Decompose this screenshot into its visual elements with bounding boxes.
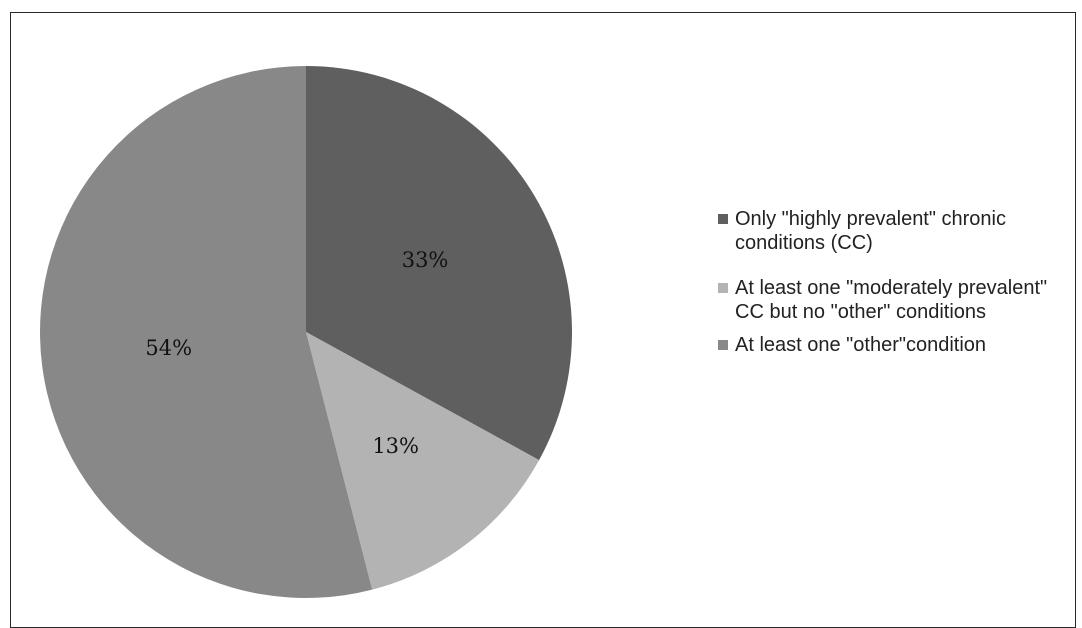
legend: Only "highly prevalent" chronic conditio… [718, 207, 1058, 378]
legend-swatch-other-condition [718, 340, 728, 350]
legend-swatch-moderately-prevalent [718, 283, 728, 293]
pie-slice-label-moderately-prevalent: 13% [372, 434, 419, 458]
legend-item-moderately-prevalent: At least one "moderately prevalent" CC b… [718, 276, 1058, 324]
pie-slice-moderately-prevalent [306, 332, 540, 590]
legend-swatch-highly-prevalent [718, 214, 728, 224]
legend-label-moderately-prevalent: At least one "moderately prevalent" CC b… [735, 277, 1048, 323]
pie-slice-label-other-condition: 54% [145, 336, 192, 360]
legend-item-highly-prevalent: Only "highly prevalent" chronic conditio… [718, 207, 1058, 255]
legend-label-highly-prevalent: Only "highly prevalent" chronic conditio… [735, 208, 1006, 254]
legend-item-other-condition: At least one "other"condition [718, 333, 1058, 357]
pie-slice-highly-prevalent [306, 66, 573, 461]
legend-label-other-condition: At least one "other"condition [735, 334, 987, 356]
pie-slice-other-condition [40, 66, 373, 598]
pie-slice-labels: 33% 13% 54% [145, 248, 448, 458]
pie-slices [40, 66, 573, 598]
pie-slice-label-highly-prevalent: 33% [402, 248, 449, 272]
